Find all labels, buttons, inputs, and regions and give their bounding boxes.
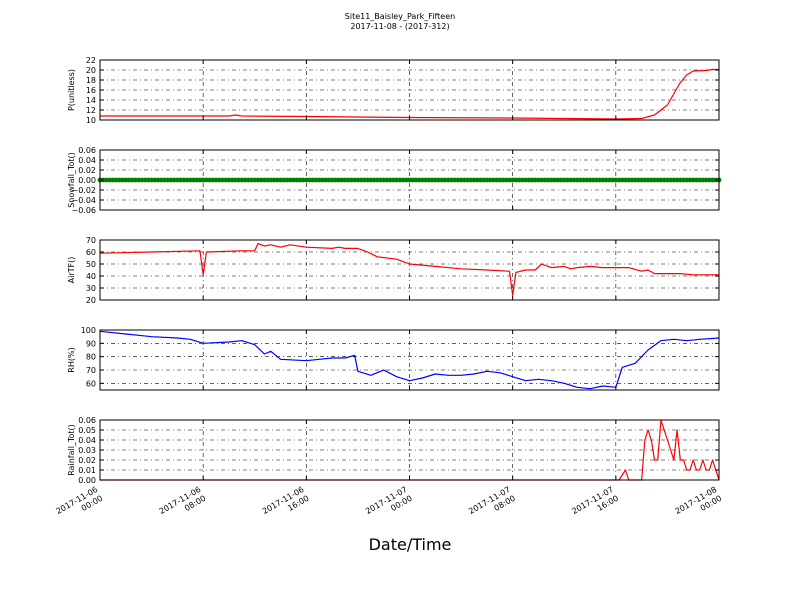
y-tick-label: −0.04 — [71, 196, 96, 205]
y-tick-label: −0.06 — [71, 206, 96, 215]
y-tick-label: 70 — [86, 236, 96, 245]
x-axis-label: Date/Time — [369, 535, 452, 554]
y-tick-label: 100 — [81, 326, 96, 335]
y-tick-label: 60 — [86, 248, 96, 257]
y-tick-label: 0.03 — [78, 446, 96, 455]
y-tick-label: 0.00 — [78, 476, 96, 485]
panel-1: −0.06−0.04−0.020.000.020.040.06Snowfall_… — [67, 146, 722, 215]
y-tick-label: 30 — [86, 284, 96, 293]
y-axis-label: RH(%) — [67, 347, 76, 372]
y-axis-label: Snowfall_Tot() — [67, 152, 76, 208]
y-tick-label: 14 — [86, 96, 96, 105]
y-tick-label: 80 — [86, 353, 96, 362]
y-tick-label: 0.06 — [78, 416, 96, 425]
figure-title-line1: Site11_Baisley_Park_Fifteen — [345, 12, 455, 21]
y-tick-label: 10 — [86, 116, 96, 125]
y-tick-label: 0.02 — [78, 166, 96, 175]
y-axis-label: Rainfall_Tot() — [67, 424, 76, 476]
series-line-2-0 — [99, 243, 719, 296]
y-tick-label: 20 — [86, 66, 96, 75]
y-tick-label: 90 — [86, 339, 96, 348]
y-axis-label: P(unitless) — [67, 69, 76, 111]
y-tick-label: 0.02 — [78, 456, 96, 465]
y-tick-label: −0.02 — [71, 186, 96, 195]
y-tick-label: 60 — [86, 379, 96, 388]
y-tick-label: 0.05 — [78, 426, 96, 435]
y-tick-label: 22 — [86, 56, 96, 65]
y-tick-label: 40 — [86, 272, 96, 281]
y-tick-label: 20 — [86, 296, 96, 305]
y-axis-label: AirTF() — [67, 257, 76, 284]
figure-title-line2: 2017-11-08 - (2017-312) — [350, 22, 449, 31]
panel-4: 0.000.010.020.030.040.050.06Rainfall_Tot… — [67, 416, 720, 485]
y-tick-label: 0.01 — [78, 466, 96, 475]
series-line-0-0 — [100, 68, 719, 120]
y-tick-label: 50 — [86, 260, 96, 269]
y-tick-label: 70 — [86, 366, 96, 375]
y-tick-label: 16 — [86, 86, 96, 95]
y-tick-label: 0.00 — [78, 176, 96, 185]
series-line-3-0 — [99, 330, 720, 390]
panel-3: 60 70 80 90 100 RH(%) — [67, 326, 720, 391]
series-markers-1 — [97, 177, 722, 183]
y-tick-label: 18 — [86, 76, 96, 85]
series-line-4-0 — [100, 419, 720, 481]
panel-2: 20 30 40 50 60 70 AirTF() — [67, 236, 720, 305]
y-tick-label: 12 — [86, 106, 96, 115]
y-tick-label: 0.06 — [78, 146, 96, 155]
chart-panels: 10121416182022P(unitless)−0.06−0.04−0.02… — [67, 56, 722, 485]
y-tick-label: 0.04 — [78, 156, 96, 165]
y-tick-label: 0.04 — [78, 436, 96, 445]
